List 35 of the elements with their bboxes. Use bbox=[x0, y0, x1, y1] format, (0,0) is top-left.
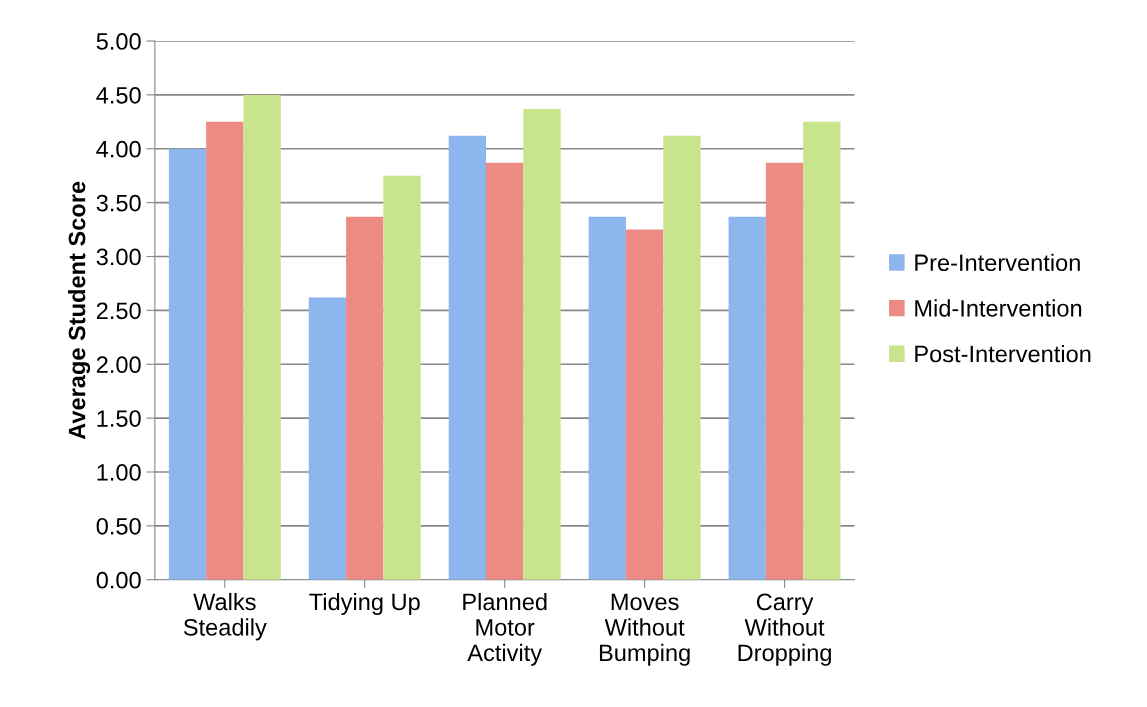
y-tick-label: 3.50 bbox=[96, 194, 141, 212]
y-tick-label: 5.00 bbox=[96, 33, 141, 50]
bar bbox=[625, 229, 664, 580]
bar bbox=[346, 216, 384, 580]
y-axis-title: Average Student Score bbox=[68, 181, 91, 440]
y-tick-label: 4.50 bbox=[96, 86, 141, 104]
bar bbox=[523, 108, 561, 580]
bar bbox=[308, 297, 347, 580]
y-tick-label: 2.50 bbox=[96, 302, 141, 320]
bar bbox=[206, 121, 244, 580]
x-tick-label: Tidying Up bbox=[309, 592, 420, 615]
y-tick-label: 3.00 bbox=[96, 248, 141, 266]
legend-label: Post-Intervention bbox=[915, 344, 1091, 363]
bar bbox=[383, 175, 421, 580]
y-tick-label: 0.00 bbox=[96, 571, 141, 589]
x-tick-label: Moves Without Bumping bbox=[599, 593, 690, 666]
x-tick-label: Walks Steadily bbox=[183, 592, 267, 641]
legend-label: Mid-Intervention bbox=[915, 299, 1082, 317]
y-tick-label: 1.50 bbox=[97, 410, 141, 427]
bar bbox=[663, 135, 701, 580]
y-tick-label: 1.00 bbox=[97, 464, 141, 481]
bar bbox=[765, 162, 804, 580]
x-tick-label: Carry Without Dropping bbox=[738, 593, 831, 666]
y-tick-label: 0.50 bbox=[96, 517, 141, 535]
bar bbox=[486, 162, 524, 580]
bar bbox=[168, 148, 207, 580]
x-tick-label: Planned Motor Activity bbox=[463, 592, 547, 666]
y-tick-label: 2.00 bbox=[96, 356, 141, 374]
bar bbox=[588, 216, 626, 580]
bar bbox=[243, 94, 281, 580]
legend-label: Pre-Intervention bbox=[915, 253, 1080, 272]
bar bbox=[803, 121, 841, 580]
bar bbox=[728, 216, 766, 580]
bar bbox=[448, 135, 487, 580]
y-tick-label: 4.00 bbox=[96, 140, 141, 158]
